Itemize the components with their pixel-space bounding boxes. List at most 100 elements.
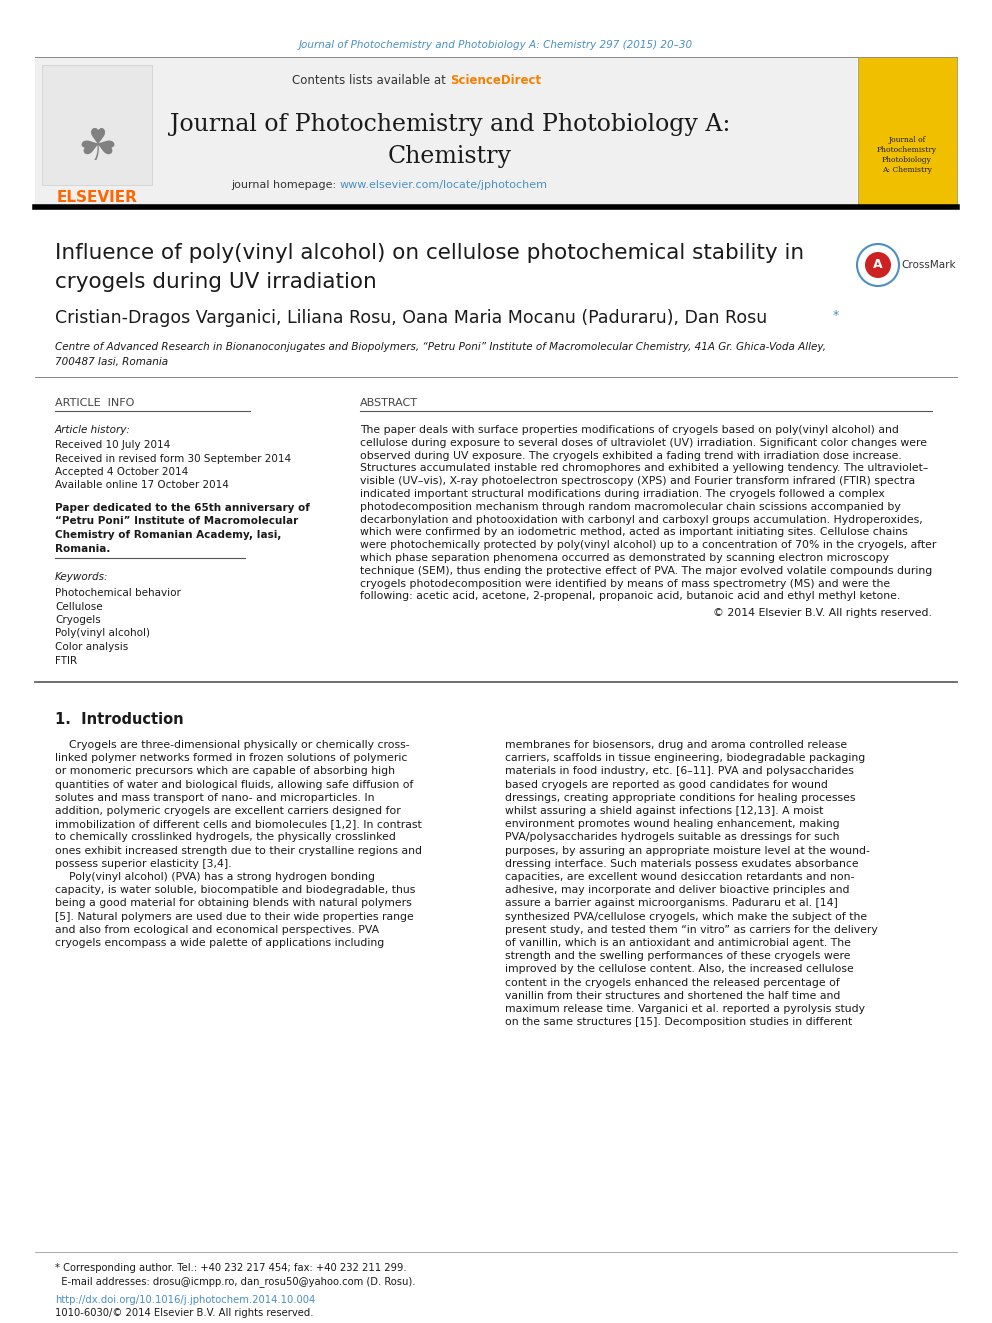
Text: on the same structures [15]. Decomposition studies in different: on the same structures [15]. Decompositi… (505, 1017, 852, 1027)
Text: Journal of
Photochemistry
Photobiology
A: Chemistry: Journal of Photochemistry Photobiology A… (877, 136, 937, 173)
Text: Poly(vinyl alcohol): Poly(vinyl alcohol) (55, 628, 150, 639)
Text: were photochemically protected by poly(vinyl alcohol) up to a concentration of 7: were photochemically protected by poly(v… (360, 540, 936, 550)
Text: assure a barrier against microorganisms. Paduraru et al. [14]: assure a barrier against microorganisms.… (505, 898, 838, 909)
Text: Centre of Advanced Research in Bionanoconjugates and Biopolymers, “Petru Poni” I: Centre of Advanced Research in Bionanoco… (55, 343, 826, 352)
Text: Keywords:: Keywords: (55, 572, 108, 582)
Text: 1.  Introduction: 1. Introduction (55, 712, 184, 728)
Text: ScienceDirect: ScienceDirect (450, 74, 541, 86)
Text: dressing interface. Such materials possess exudates absorbance: dressing interface. Such materials posse… (505, 859, 859, 869)
Text: *: * (833, 308, 839, 321)
Circle shape (857, 243, 899, 286)
Text: materials in food industry, etc. [6–11]. PVA and polysaccharides: materials in food industry, etc. [6–11].… (505, 766, 854, 777)
Text: Poly(vinyl alcohol) (PVA) has a strong hydrogen bonding: Poly(vinyl alcohol) (PVA) has a strong h… (55, 872, 375, 882)
Text: Color analysis: Color analysis (55, 642, 128, 652)
Text: ones exhibit increased strength due to their crystalline regions and: ones exhibit increased strength due to t… (55, 845, 422, 856)
Text: Cristian-Dragos Varganici, Liliana Rosu, Oana Maria Mocanu (Paduraru), Dan Rosu: Cristian-Dragos Varganici, Liliana Rosu,… (55, 310, 767, 327)
Text: journal homepage:: journal homepage: (231, 180, 340, 191)
Text: or monomeric precursors which are capable of absorbing high: or monomeric precursors which are capabl… (55, 766, 395, 777)
Text: E-mail addresses: drosu@icmpp.ro, dan_rosu50@yahoo.com (D. Rosu).: E-mail addresses: drosu@icmpp.ro, dan_ro… (55, 1275, 416, 1287)
Text: present study, and tested them “in vitro” as carriers for the delivery: present study, and tested them “in vitro… (505, 925, 878, 935)
Bar (35, 57, 857, 205)
Text: cryogels encompass a wide palette of applications including: cryogels encompass a wide palette of app… (55, 938, 384, 949)
Text: Cellulose: Cellulose (55, 602, 102, 611)
Bar (42, 65, 152, 185)
Text: decarbonylation and photooxidation with carbonyl and carboxyl groups accumulatio: decarbonylation and photooxidation with … (360, 515, 923, 525)
Text: Article history:: Article history: (55, 425, 131, 435)
Text: www.elsevier.com/locate/jphotochem: www.elsevier.com/locate/jphotochem (340, 180, 548, 191)
Text: observed during UV exposure. The cryogels exhibited a fading trend with irradiat: observed during UV exposure. The cryogel… (360, 451, 902, 460)
Text: [5]. Natural polymers are used due to their wide properties range: [5]. Natural polymers are used due to th… (55, 912, 414, 922)
Text: dressings, creating appropriate conditions for healing processes: dressings, creating appropriate conditio… (505, 792, 855, 803)
Text: cryogels during UV irradiation: cryogels during UV irradiation (55, 273, 377, 292)
Text: indicated important structural modifications during irradiation. The cryogels fo: indicated important structural modificat… (360, 490, 885, 499)
Text: PVA/polysaccharides hydrogels suitable as dressings for such: PVA/polysaccharides hydrogels suitable a… (505, 832, 839, 843)
Text: capacities, are excellent wound desiccation retardants and non-: capacities, are excellent wound desiccat… (505, 872, 854, 882)
Text: environment promotes wound healing enhancement, making: environment promotes wound healing enhan… (505, 819, 839, 830)
Text: Received in revised form 30 September 2014: Received in revised form 30 September 20… (55, 454, 291, 463)
Text: and also from ecological and economical perspectives. PVA: and also from ecological and economical … (55, 925, 379, 935)
Text: Structures accumulated instable red chromophores and exhibited a yellowing tende: Structures accumulated instable red chro… (360, 463, 929, 474)
Text: strength and the swelling performances of these cryogels were: strength and the swelling performances o… (505, 951, 850, 962)
Text: capacity, is water soluble, biocompatible and biodegradable, thus: capacity, is water soluble, biocompatibl… (55, 885, 416, 896)
Bar (858, 57, 957, 205)
Text: http://dx.doi.org/10.1016/j.jphotochem.2014.10.004: http://dx.doi.org/10.1016/j.jphotochem.2… (55, 1295, 315, 1304)
Text: technique (SEM), thus ending the protective effect of PVA. The major evolved vol: technique (SEM), thus ending the protect… (360, 566, 932, 576)
Text: of vanillin, which is an antioxidant and antimicrobial agent. The: of vanillin, which is an antioxidant and… (505, 938, 851, 949)
Text: Photochemical behavior: Photochemical behavior (55, 587, 181, 598)
Text: Available online 17 October 2014: Available online 17 October 2014 (55, 480, 229, 491)
Text: ELSEVIER: ELSEVIER (57, 191, 138, 205)
Text: purposes, by assuring an appropriate moisture level at the wound-: purposes, by assuring an appropriate moi… (505, 845, 870, 856)
Text: synthesized PVA/cellulose cryogels, which make the subject of the: synthesized PVA/cellulose cryogels, whic… (505, 912, 867, 922)
Text: being a good material for obtaining blends with natural polymers: being a good material for obtaining blen… (55, 898, 412, 909)
Text: quantities of water and biological fluids, allowing safe diffusion of: quantities of water and biological fluid… (55, 779, 414, 790)
Text: CrossMark: CrossMark (901, 261, 955, 270)
Text: following: acetic acid, acetone, 2-propenal, propanoic acid, butanoic acid and e: following: acetic acid, acetone, 2-prope… (360, 591, 901, 602)
Text: Influence of poly(vinyl alcohol) on cellulose photochemical stability in: Influence of poly(vinyl alcohol) on cell… (55, 243, 805, 263)
Text: visible (UV–vis), X-ray photoelectron spectroscopy (XPS) and Fourier transform i: visible (UV–vis), X-ray photoelectron sp… (360, 476, 916, 486)
Text: A: A (873, 258, 883, 271)
Text: The paper deals with surface properties modifications of cryogels based on poly(: The paper deals with surface properties … (360, 425, 899, 435)
Text: possess superior elasticity [3,4].: possess superior elasticity [3,4]. (55, 859, 231, 869)
Text: Received 10 July 2014: Received 10 July 2014 (55, 441, 171, 450)
Text: immobilization of different cells and biomolecules [1,2]. In contrast: immobilization of different cells and bi… (55, 819, 422, 830)
Text: linked polymer networks formed in frozen solutions of polymeric: linked polymer networks formed in frozen… (55, 753, 408, 763)
Text: carriers, scaffolds in tissue engineering, biodegradable packaging: carriers, scaffolds in tissue engineerin… (505, 753, 865, 763)
Text: ABSTRACT: ABSTRACT (360, 398, 418, 407)
Text: Chemistry: Chemistry (388, 144, 512, 168)
Text: addition, polymeric cryogels are excellent carriers designed for: addition, polymeric cryogels are excelle… (55, 806, 401, 816)
Text: 1010-6030/© 2014 Elsevier B.V. All rights reserved.: 1010-6030/© 2014 Elsevier B.V. All right… (55, 1308, 313, 1318)
Text: © 2014 Elsevier B.V. All rights reserved.: © 2014 Elsevier B.V. All rights reserved… (713, 609, 932, 618)
Text: Journal of Photochemistry and Photobiology A: Chemistry 297 (2015) 20–30: Journal of Photochemistry and Photobiolo… (299, 40, 693, 50)
Text: content in the cryogels enhanced the released percentage of: content in the cryogels enhanced the rel… (505, 978, 840, 987)
Text: to chemically crosslinked hydrogels, the physically crosslinked: to chemically crosslinked hydrogels, the… (55, 832, 396, 843)
Text: which were confirmed by an iodometric method, acted as important initiating site: which were confirmed by an iodometric me… (360, 528, 908, 537)
Text: 700487 Iasi, Romania: 700487 Iasi, Romania (55, 357, 168, 366)
Text: maximum release time. Varganici et al. reported a pyrolysis study: maximum release time. Varganici et al. r… (505, 1004, 865, 1013)
Bar (35, 57, 160, 205)
Text: cryogels photodecomposition were identified by means of mass spectrometry (MS) a: cryogels photodecomposition were identif… (360, 578, 890, 589)
Text: vanillin from their structures and shortened the half time and: vanillin from their structures and short… (505, 991, 840, 1000)
Text: based cryogels are reported as good candidates for wound: based cryogels are reported as good cand… (505, 779, 828, 790)
Text: Contents lists available at: Contents lists available at (293, 74, 450, 86)
Text: photodecomposition mechanism through random macromolecular chain scissions accom: photodecomposition mechanism through ran… (360, 501, 901, 512)
Text: Chemistry of Romanian Academy, Iasi,: Chemistry of Romanian Academy, Iasi, (55, 531, 282, 540)
Text: “Petru Poni” Institute of Macromolecular: “Petru Poni” Institute of Macromolecular (55, 516, 299, 527)
Text: adhesive, may incorporate and deliver bioactive principles and: adhesive, may incorporate and deliver bi… (505, 885, 849, 896)
Text: FTIR: FTIR (55, 655, 77, 665)
Text: improved by the cellulose content. Also, the increased cellulose: improved by the cellulose content. Also,… (505, 964, 854, 975)
Text: * Corresponding author. Tel.: +40 232 217 454; fax: +40 232 211 299.: * Corresponding author. Tel.: +40 232 21… (55, 1263, 407, 1273)
Text: ☘: ☘ (77, 127, 117, 169)
Text: Cryogels are three-dimensional physically or chemically cross-: Cryogels are three-dimensional physicall… (55, 740, 410, 750)
Text: whilst assuring a shield against infections [12,13]. A moist: whilst assuring a shield against infecti… (505, 806, 823, 816)
Text: cellulose during exposure to several doses of ultraviolet (UV) irradiation. Sign: cellulose during exposure to several dos… (360, 438, 927, 447)
Text: Journal of Photochemistry and Photobiology A:: Journal of Photochemistry and Photobiolo… (170, 114, 730, 136)
Text: solutes and mass transport of nano- and microparticles. In: solutes and mass transport of nano- and … (55, 792, 375, 803)
Text: Paper dedicated to the 65th anniversary of: Paper dedicated to the 65th anniversary … (55, 503, 310, 513)
Circle shape (865, 251, 891, 278)
Text: Accepted 4 October 2014: Accepted 4 October 2014 (55, 467, 188, 478)
Text: Cryogels: Cryogels (55, 615, 101, 624)
Text: ARTICLE  INFO: ARTICLE INFO (55, 398, 134, 407)
Text: which phase separation phenomena occurred as demonstrated by scanning electron m: which phase separation phenomena occurre… (360, 553, 889, 564)
Text: Romania.: Romania. (55, 544, 110, 553)
Text: membranes for biosensors, drug and aroma controlled release: membranes for biosensors, drug and aroma… (505, 740, 847, 750)
